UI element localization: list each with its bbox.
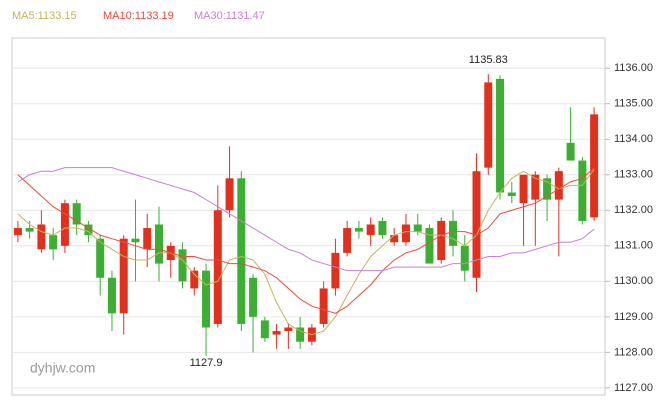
candle-body: [413, 224, 422, 232]
y-tick-label: 1134.00: [614, 133, 653, 145]
candle-body: [425, 228, 434, 264]
min-annotation: 1127.9: [190, 357, 223, 369]
candle-body: [331, 252, 340, 289]
ma-line: [17, 167, 595, 272]
candle-body: [543, 178, 552, 200]
candle-body: [13, 228, 22, 236]
candle-body: [119, 238, 128, 314]
candle-body: [178, 249, 187, 282]
candle-body: [401, 224, 410, 243]
y-tick-label: 1130.00: [614, 275, 653, 287]
candle-body: [296, 327, 305, 342]
candle-body: [472, 171, 481, 278]
candle-body: [554, 171, 563, 200]
candle-body: [284, 327, 293, 332]
candle-body: [202, 270, 211, 328]
y-tick-label: 1131.00: [614, 240, 653, 252]
candle-body: [519, 174, 528, 204]
candle-body: [213, 210, 222, 324]
candle-body: [37, 224, 46, 250]
candle-body: [143, 228, 152, 250]
candle-body: [96, 238, 105, 278]
candle-body: [260, 320, 269, 339]
candle-body: [84, 224, 93, 236]
candle-body: [484, 82, 493, 168]
y-tick-label: 1127.00: [614, 382, 653, 394]
legend-label: MA10:1133.19: [103, 10, 174, 22]
legend-label: MA30:1131.47: [194, 10, 265, 22]
candle-body: [319, 288, 328, 324]
candle-body: [366, 224, 375, 236]
candle-body: [437, 220, 446, 261]
candle-body: [272, 331, 281, 335]
candle-body: [354, 228, 363, 232]
candle-body: [578, 160, 587, 221]
candle-body: [225, 178, 234, 211]
candle-body: [378, 220, 387, 236]
ma-line: [17, 167, 595, 314]
candle-body: [390, 235, 399, 243]
candle-body: [155, 224, 163, 264]
candle-body: [496, 78, 505, 193]
candle-body: [237, 178, 246, 324]
candle-body: [72, 203, 81, 225]
candle-body: [449, 220, 457, 246]
candle-body: [590, 114, 599, 218]
legend-label: MA5:1133.15: [12, 10, 77, 22]
y-tick-label: 1136.00: [614, 62, 653, 74]
candle-body: [343, 228, 352, 253]
ma-line: [17, 169, 595, 336]
candle-body: [531, 174, 540, 200]
candle-body: [507, 192, 516, 197]
candle-body: [25, 228, 34, 232]
candle-body: [107, 277, 116, 314]
y-tick-label: 1132.00: [614, 204, 653, 216]
y-tick-label: 1135.00: [614, 98, 653, 110]
watermark: dyhjw.com: [30, 360, 95, 376]
candle-body: [49, 235, 58, 250]
candle-body: [190, 270, 199, 289]
y-tick-label: 1129.00: [614, 311, 653, 323]
candle-body: [131, 238, 140, 243]
candle-body: [566, 142, 575, 161]
candle-body: [60, 203, 69, 246]
max-annotation: 1135.83: [469, 54, 508, 66]
candle-body: [249, 277, 258, 317]
plot-frame: [11, 37, 606, 396]
y-tick-label: 1133.00: [614, 169, 653, 181]
y-tick-label: 1128.00: [614, 346, 653, 358]
candle-body: [460, 245, 469, 271]
